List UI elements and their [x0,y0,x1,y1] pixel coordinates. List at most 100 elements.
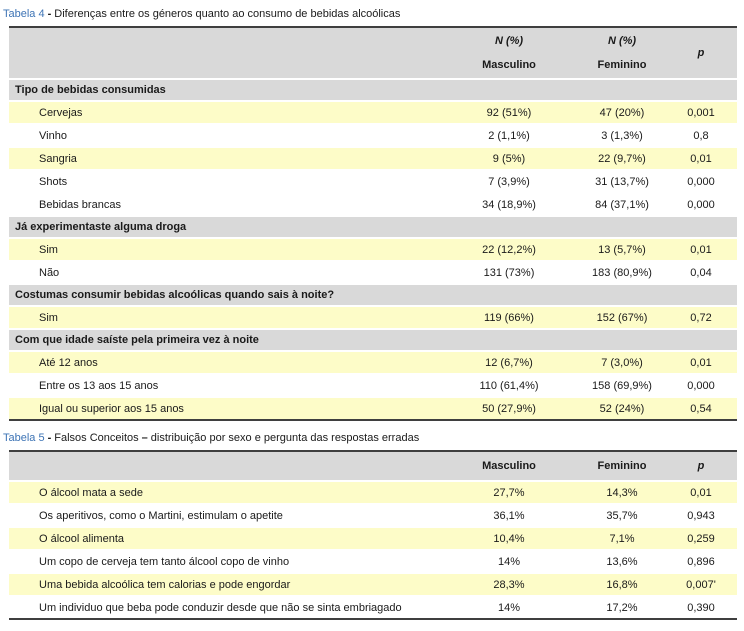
masculino-value: 2 (1,1%) [439,123,579,147]
masculino-value: 28,3% [439,572,579,596]
masculino-value: 7 (3,9%) [439,169,579,193]
row-label: O álcool mata a sede [9,480,439,504]
feminino-value: 7 (3,0%) [579,350,665,374]
p-value: 0,04 [665,260,737,284]
row-label: Vinho [9,123,439,147]
tabela4-header-masculino-label: Masculino [482,59,536,71]
tabela4-header-p-label: p [697,47,705,59]
tabela5-header-row: Masculino Feminino p [9,451,737,481]
feminino-value: 47 (20%) [579,100,665,124]
tabela4-caption: Diferenças entre os géneros quanto ao co… [54,8,401,20]
p-value: 0,259 [665,526,737,550]
tabela4-header-row: N (%) Masculino N (%) Feminino p [9,27,737,79]
table-row: Cervejas 92 (51%) 47 (20%) 0,001 [9,100,737,124]
table-row: Bebidas brancas 34 (18,9%) 84 (37,1%) 0,000 [9,192,737,216]
masculino-value: 36,1% [439,503,579,527]
p-value: 0,000 [665,373,737,397]
tabela5-title: Tabela 5- Falsos Conceitos – distribuição p… [3,432,744,444]
tabela5-header-p: p [665,451,737,481]
masculino-value: 12 (6,7%) [439,350,579,374]
row-label: Bebidas brancas [9,192,439,216]
masculino-value: 110 (61,4%) [439,373,579,397]
masculino-value: 50 (27,9%) [439,396,579,420]
p-value: 0,000 [665,192,737,216]
feminino-value: 31 (13,7%) [579,169,665,193]
row-label: Sim [9,237,439,261]
table-row: Shots 7 (3,9%) 31 (13,7%) 0,000 [9,169,737,193]
row-label: Uma bebida alcoólica tem calorias e pode… [9,572,439,596]
feminino-value: 13 (5,7%) [579,237,665,261]
tabela4-header-p: p [665,27,737,79]
row-label: Não [9,260,439,284]
table-row: Sangria 9 (5%) 22 (9,7%) 0,01 [9,146,737,170]
p-value: 0,001 [665,100,737,124]
tabela5-title-dash: - [47,432,52,444]
p-value: 0,01 [665,350,737,374]
section-title: Já experimentaste alguma droga [9,215,737,238]
table-section-row: Já experimentaste alguma droga [9,215,737,238]
p-value: 0,54 [665,396,737,420]
p-value: 0,01 [665,480,737,504]
masculino-value: 27,7% [439,480,579,504]
row-label: Um copo de cerveja tem tanto álcool copo… [9,549,439,573]
masculino-value: 34 (18,9%) [439,192,579,216]
p-value: 0,000 [665,169,737,193]
masculino-value: 92 (51%) [439,100,579,124]
section-title: Com que idade saíste pela primeira vez à… [9,328,737,351]
table-row: Vinho 2 (1,1%) 3 (1,3%) 0,8 [9,123,737,147]
p-value: 0,390 [665,595,737,619]
table-row: Até 12 anos 12 (6,7%) 7 (3,0%) 0,01 [9,350,737,374]
tabela4: N (%) Masculino N (%) Feminino p Tipo de… [9,26,737,421]
p-value: 0,01 [665,237,737,261]
feminino-value: 84 (37,1%) [579,192,665,216]
tabela4-header-feminino-label: Feminino [597,59,647,71]
feminino-value: 52 (24%) [579,396,665,420]
row-label: Shots [9,169,439,193]
tabela5-header-p-label: p [697,460,705,472]
row-label: Até 12 anos [9,350,439,374]
masculino-value: 14% [439,549,579,573]
table-row: Entre os 13 aos 15 anos 110 (61,4%) 158 (6… [9,373,737,397]
table-row: Não 131 (73%) 183 (80,9%) 0,04 [9,260,737,284]
feminino-value: 183 (80,9%) [579,260,665,284]
tabela5-header-masculino: Masculino [482,460,536,472]
masculino-value: 119 (66%) [439,305,579,329]
p-value: 0,007' [665,572,737,596]
table-row: Igual ou superior aos 15 anos 50 (27,9%) 5… [9,396,737,420]
tabela4-header-feminino: N (%) Feminino [579,27,665,79]
table-row: Uma bebida alcoólica tem calorias e pode… [9,572,737,596]
feminino-value: 3 (1,3%) [579,123,665,147]
tabela4-header-masculino: N (%) Masculino [439,27,579,79]
row-label: Igual ou superior aos 15 anos [9,396,439,420]
section-title: Tipo de bebidas consumidas [9,78,737,101]
feminino-value: 158 (69,9%) [579,373,665,397]
row-label: Sim [9,305,439,329]
table-row: Os aperitivos, como o Martini, estimulam… [9,503,737,527]
table-section-row: Costumas consumir bebidas alcoólicas qua… [9,283,737,306]
table-section-row: Com que idade saíste pela primeira vez à… [9,328,737,351]
table-row: Sim 22 (12,2%) 13 (5,7%) 0,01 [9,237,737,261]
table-row: Sim 119 (66%) 152 (67%) 0,72 [9,305,737,329]
tabela5-label: Tabela 5 [3,432,45,444]
feminino-value: 13,6% [579,549,665,573]
tabela5-caption-part2: distribuição por sexo e pergunta das res… [150,432,420,444]
masculino-value: 14% [439,595,579,619]
feminino-value: 22 (9,7%) [579,146,665,170]
p-value: 0,896 [665,549,737,573]
table-row: O álcool mata a sede 27,7% 14,3% 0,01 [9,480,737,504]
p-value: 0,8 [665,123,737,147]
tabela4-header-empty [9,27,439,79]
masculino-value: 131 (73%) [439,260,579,284]
p-value: 0,72 [665,305,737,329]
tabela5-body: O álcool mata a sede 27,7% 14,3% 0,01 Os ape… [9,480,737,619]
row-label: Sangria [9,146,439,170]
tabela4-body: Tipo de bebidas consumidas Cervejas 92 (51… [9,78,737,420]
tabela4-label: Tabela 4 [3,8,45,20]
feminino-value: 152 (67%) [579,305,665,329]
tabela5-header-empty [9,451,439,481]
feminino-value: 14,3% [579,480,665,504]
p-value: 0,943 [665,503,737,527]
row-label: Um individuo que beba pode conduzir desd… [9,595,439,619]
feminino-value: 7,1% [579,526,665,550]
masculino-value: 10,4% [439,526,579,550]
